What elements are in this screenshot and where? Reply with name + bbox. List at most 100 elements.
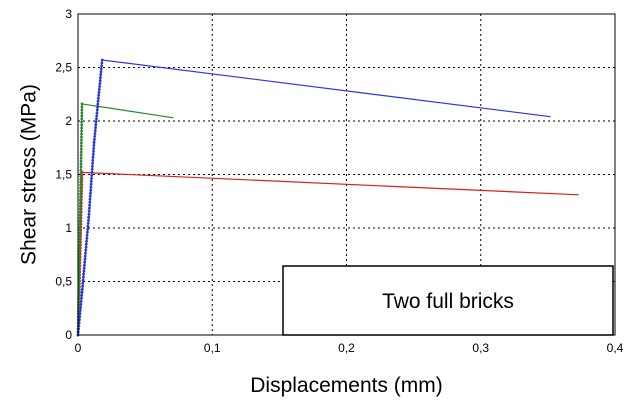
series-marker	[78, 246, 81, 250]
series-marker	[86, 221, 90, 225]
series-marker	[78, 252, 81, 256]
series-marker	[87, 215, 91, 219]
series-marker	[92, 141, 96, 144]
series-marker	[89, 191, 92, 195]
series-marker	[90, 174, 94, 177]
series-marker	[78, 210, 82, 214]
series-marker	[78, 204, 82, 208]
series-marker	[80, 135, 83, 139]
series-marker	[88, 200, 92, 204]
x-tick-label: 0,1	[204, 341, 221, 355]
series-marker	[80, 129, 83, 133]
series-marker	[80, 138, 83, 142]
series-marker	[86, 224, 90, 228]
series-line	[77, 103, 174, 336]
x-tick-label: 0,4	[607, 341, 624, 355]
series-marker	[93, 129, 97, 133]
series-marker	[80, 108, 84, 112]
series-marker	[80, 126, 83, 130]
series-marker	[78, 213, 82, 217]
series-marker	[89, 185, 93, 189]
series-marker	[80, 287, 84, 291]
series-marker	[79, 201, 82, 205]
series-marker	[78, 309, 82, 312]
series-marker	[80, 114, 84, 118]
series-marker	[86, 227, 90, 231]
series-marker	[78, 225, 82, 229]
series-marker	[91, 156, 95, 159]
series-marker	[88, 197, 92, 201]
series-marker	[86, 230, 89, 234]
series-marker	[82, 275, 85, 279]
series-marker	[94, 123, 98, 127]
series-marker	[79, 171, 83, 175]
series-marker	[78, 315, 82, 319]
series-marker	[89, 182, 93, 186]
series-marker	[94, 120, 98, 124]
series-marker	[99, 73, 103, 77]
series-marker	[80, 120, 84, 124]
series-marker	[81, 281, 85, 285]
series-marker	[91, 165, 94, 168]
series-marker	[79, 168, 83, 172]
series-marker	[78, 234, 82, 238]
series-marker	[90, 168, 94, 171]
series-marker	[79, 306, 82, 309]
series-marker	[78, 318, 81, 322]
series-marker	[90, 171, 94, 174]
series-marker	[78, 255, 81, 259]
series-marker	[80, 111, 84, 115]
series-marker	[100, 64, 103, 68]
series-marker	[78, 240, 82, 244]
series-marker	[78, 249, 81, 253]
series-marker	[83, 257, 87, 261]
annotation-frame	[282, 265, 614, 336]
y-tick-labels: 0 0,5 1 1,5 2 2,5 3	[55, 7, 72, 342]
series-marker	[88, 206, 91, 210]
series-marker	[85, 236, 89, 240]
series-marker	[80, 290, 84, 294]
series-marker	[79, 192, 82, 196]
series-marker	[79, 195, 82, 199]
series-marker	[89, 179, 93, 183]
series-marker	[96, 102, 100, 106]
y-tick-label: 2	[65, 114, 72, 128]
series-marker	[82, 269, 86, 273]
series-marker	[97, 93, 101, 97]
y-tick-label: 3	[65, 7, 72, 21]
series-marker	[78, 216, 82, 220]
series-marker	[80, 123, 84, 127]
annotation-box: Two full bricks	[282, 265, 614, 336]
series-marker	[82, 266, 86, 270]
series-marker	[92, 150, 95, 153]
series-marker	[100, 58, 104, 62]
series-marker	[88, 203, 91, 207]
series-marker	[97, 96, 100, 100]
series-marker	[78, 219, 82, 223]
series-marker	[78, 237, 82, 241]
series-marker	[84, 242, 88, 246]
series-marker	[95, 108, 99, 112]
series-marker	[99, 70, 103, 74]
series-marker	[78, 243, 81, 247]
series-marker	[80, 296, 83, 300]
y-tick-label: 1,5	[55, 168, 72, 182]
series-marker	[91, 162, 94, 165]
series-marker	[79, 300, 83, 303]
series-marker	[87, 218, 90, 222]
series-marker	[94, 126, 97, 130]
series-marker	[87, 212, 91, 216]
series-marker	[85, 233, 89, 237]
series-marker	[79, 153, 83, 157]
series-marker	[98, 79, 102, 82]
y-axis-title: Shear stress (MPa)	[18, 84, 41, 265]
series-marker	[78, 312, 82, 315]
series-marker	[83, 260, 87, 264]
series-marker	[79, 186, 82, 190]
series-marker	[79, 174, 83, 178]
series-marker	[95, 117, 98, 121]
series-marker	[85, 239, 88, 243]
y-tick-label: 2,5	[55, 61, 72, 75]
series-marker	[78, 222, 82, 226]
